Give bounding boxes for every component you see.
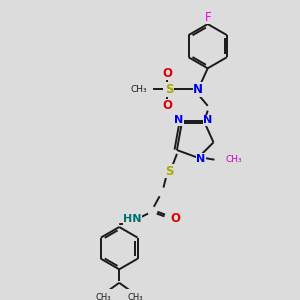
Text: N: N [203,115,212,125]
Text: N: N [193,83,203,96]
Text: O: O [162,67,172,80]
Text: CH₃: CH₃ [225,155,242,164]
Text: N: N [174,115,184,125]
Text: N: N [196,154,206,164]
Text: S: S [165,83,173,96]
Text: F: F [204,11,211,24]
Text: HN: HN [123,214,142,224]
Text: CH₃: CH₃ [128,293,143,300]
Text: O: O [162,99,172,112]
Text: O: O [170,212,180,225]
Text: CH₃: CH₃ [95,293,111,300]
Text: CH₃: CH₃ [130,85,147,94]
Text: S: S [165,165,173,178]
